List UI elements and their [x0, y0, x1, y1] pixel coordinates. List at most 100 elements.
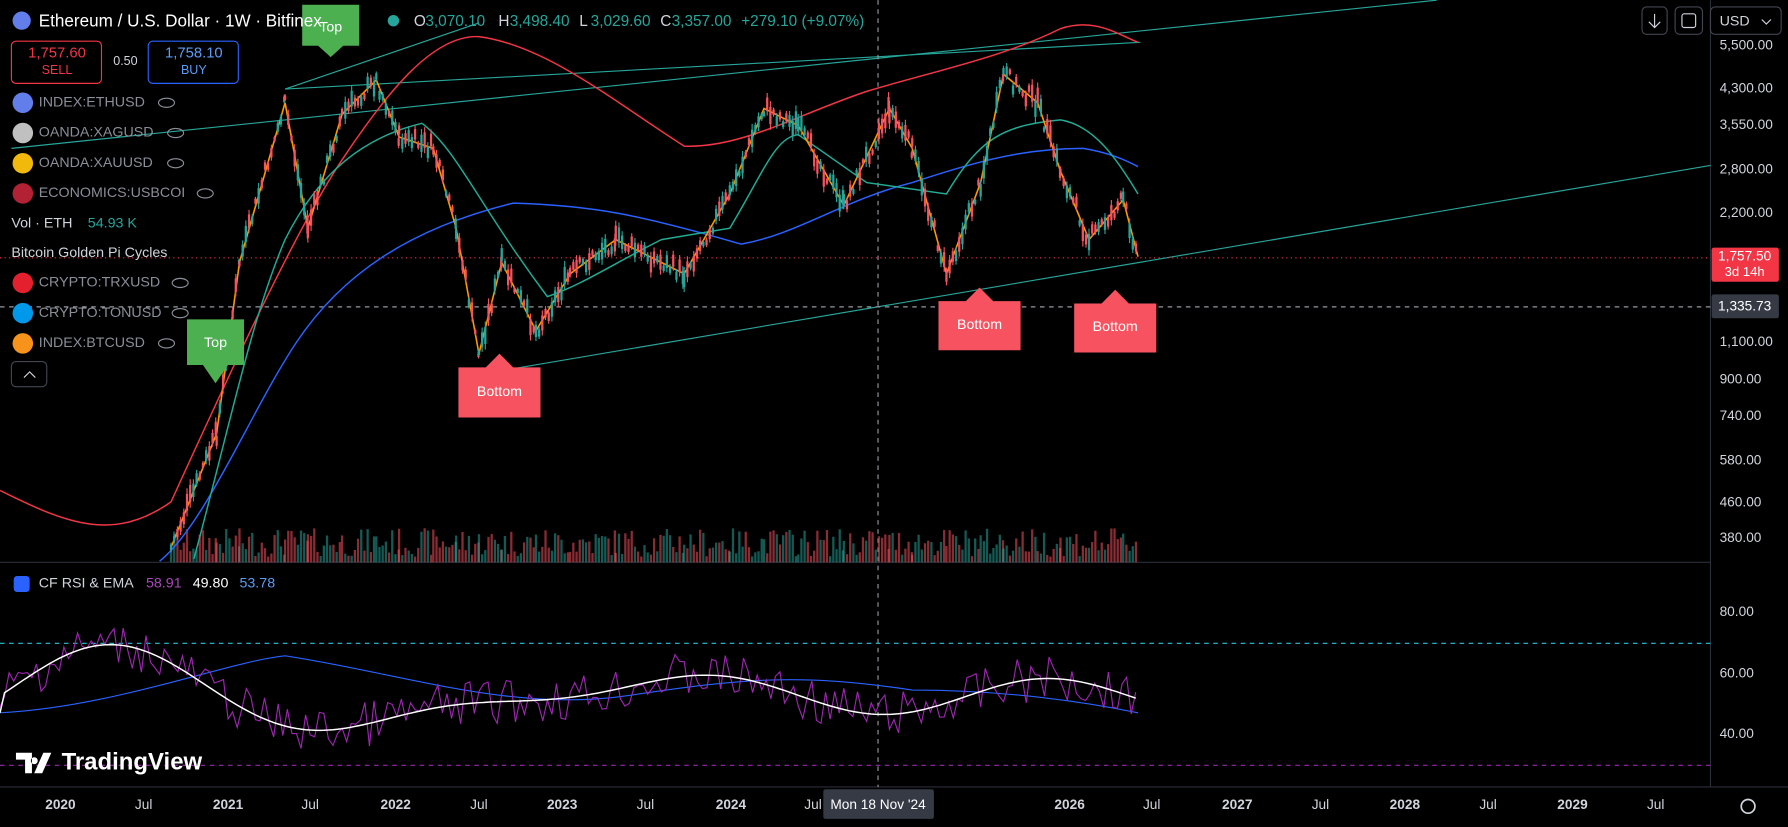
volume-bar [513, 551, 516, 563]
candle-body [557, 286, 560, 303]
volume-bar [225, 529, 228, 563]
download-button[interactable] [1641, 6, 1668, 35]
hide-icon [171, 308, 189, 319]
volume-bar [378, 547, 381, 563]
candle-body [267, 163, 270, 170]
candle-body [782, 121, 785, 128]
candle-body [1113, 211, 1116, 218]
candle-body [727, 195, 731, 200]
volume-bar [699, 529, 702, 563]
candle-body [1046, 119, 1049, 134]
candle-body [192, 483, 195, 497]
candle-body [344, 102, 347, 119]
fullscreen-button[interactable] [1674, 6, 1704, 35]
buy-button[interactable] [147, 40, 239, 84]
volume-bar [797, 554, 800, 563]
volume-bar [1100, 542, 1103, 563]
candle-body [838, 194, 841, 212]
candle-body [858, 168, 861, 186]
settings-icon[interactable] [1740, 798, 1756, 815]
candle-body [201, 462, 205, 468]
candle-body [487, 303, 490, 321]
volume-bar [231, 546, 234, 563]
volume-bar [1039, 553, 1043, 563]
price-tick-label: 2,200.00 [1720, 205, 1774, 220]
candle-body [762, 111, 766, 116]
candle-body [659, 254, 662, 270]
volume-bar [407, 550, 410, 563]
currency-select[interactable] [1709, 6, 1782, 35]
candle-body [575, 259, 578, 274]
volume-bar [322, 545, 325, 563]
candle-body [621, 235, 624, 250]
volume-bar [480, 554, 484, 563]
volume-bar [467, 535, 471, 563]
crosshair-date: Mon 18 Nov '24 [830, 797, 926, 812]
candle-body [600, 242, 604, 260]
bottom-marker [938, 287, 1021, 351]
volume-bar [1110, 528, 1113, 563]
candle-body [461, 259, 464, 271]
volume-bar [868, 531, 871, 563]
rsi-tick-label: 40.00 [1720, 726, 1755, 741]
overlay-name: INDEX:BTCUSD [39, 335, 145, 351]
volume-bar [1119, 537, 1123, 563]
volume-bar [192, 548, 195, 563]
candle-body [363, 94, 366, 100]
volume-bar [989, 553, 992, 563]
volume-bar [636, 551, 640, 563]
candle-body [569, 267, 572, 276]
candle-body [366, 76, 369, 89]
candle-body [1036, 87, 1039, 103]
candle-body [995, 91, 998, 108]
candle-body [683, 271, 686, 288]
candle-body [350, 90, 353, 107]
volume-bar [1008, 555, 1011, 563]
candle-body [169, 544, 173, 551]
candle-body [923, 188, 927, 207]
top-marker [302, 4, 360, 58]
volume-bar [835, 549, 838, 563]
candle-body [877, 122, 881, 140]
candle-body [356, 98, 360, 106]
time-tick-label: 2021 [213, 797, 244, 812]
volume-bar [458, 549, 461, 563]
volume-bar [205, 549, 208, 563]
volume-bar [668, 535, 672, 563]
candle-body [1094, 224, 1097, 233]
volume-bar [313, 528, 316, 563]
rsi-axis: 80.00 60.00 40.00 [1720, 604, 1755, 741]
volume-bar [303, 532, 306, 563]
sell-button[interactable] [10, 40, 103, 84]
collapse-button[interactable] [10, 361, 48, 388]
volume-bar [643, 545, 646, 563]
volume-bar [287, 530, 290, 563]
candle-body [911, 138, 914, 147]
candle-body [835, 183, 838, 198]
candle-body [1110, 205, 1113, 221]
volume-bar [410, 553, 414, 563]
candle-body [238, 261, 241, 267]
candle-body [588, 253, 591, 270]
candle-body [319, 176, 322, 186]
volume-bar [283, 539, 287, 563]
candle-body [806, 132, 809, 139]
volume-bar [484, 550, 487, 563]
candle-body [218, 403, 221, 414]
candle-body [751, 129, 754, 147]
candle-body [189, 484, 192, 503]
volume-bar [270, 553, 273, 563]
volume-bar [917, 534, 920, 563]
time-tick-label: 2028 [1390, 797, 1421, 812]
candle-body [640, 244, 643, 257]
volume-bar [477, 534, 481, 563]
volume-bar [901, 554, 904, 563]
volume-bar [461, 531, 464, 563]
volume-bar [998, 534, 1001, 563]
volume-bar [438, 547, 441, 563]
volume-bar [718, 542, 721, 563]
time-tick-label: 2027 [1222, 797, 1252, 812]
candle-body [689, 263, 692, 269]
time-tick-label: Jul [1647, 797, 1664, 812]
candle-body [347, 101, 350, 111]
